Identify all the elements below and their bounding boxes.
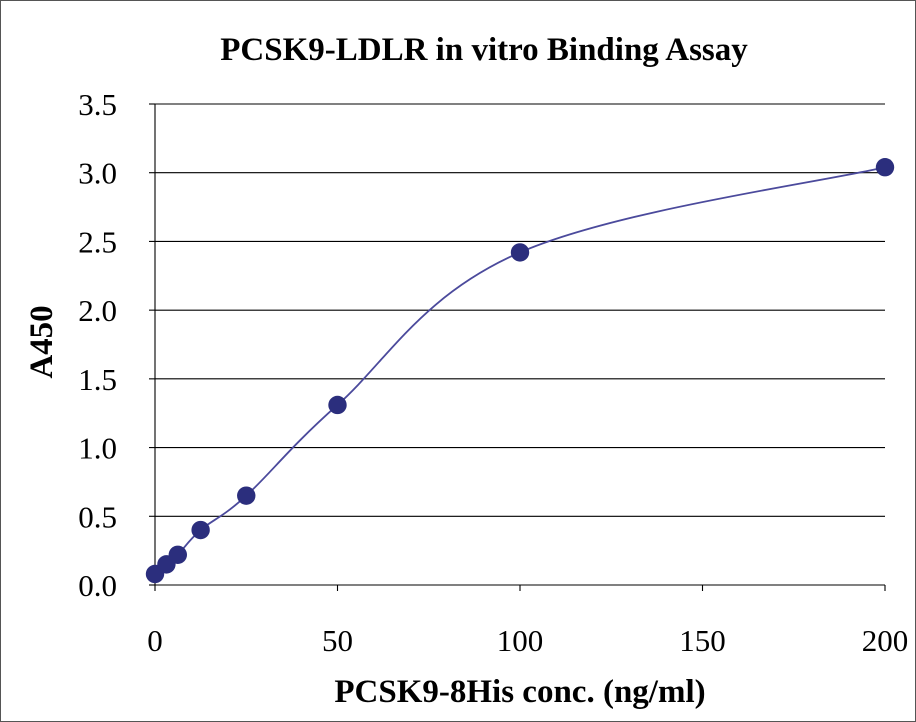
y-axis-label: A450 — [24, 305, 60, 378]
data-point — [191, 520, 210, 540]
x-tick-label: 200 — [862, 623, 909, 658]
x-tick-label: 0 — [147, 623, 163, 658]
y-tick-label: 0.0 — [78, 568, 117, 603]
data-point — [510, 243, 530, 262]
series-line — [154, 166, 886, 575]
x-axis-label: PCSK9-8His conc. (ng/ml) — [334, 674, 705, 710]
data-point — [875, 158, 895, 177]
data-point — [237, 486, 256, 505]
gridlines — [155, 103, 885, 517]
data-series — [145, 158, 895, 584]
data-point — [168, 545, 188, 564]
y-tick-label: 1.5 — [78, 362, 117, 397]
y-tick-label: 0.5 — [78, 499, 117, 534]
y-tick-label: 3.5 — [78, 87, 117, 122]
y-tick-label: 1.0 — [78, 431, 117, 466]
data-point — [328, 395, 347, 415]
y-tick-label: 2.5 — [78, 224, 117, 259]
x-tick-label: 150 — [679, 623, 726, 658]
x-tick-label: 100 — [497, 623, 544, 658]
y-tick-label: 3.0 — [78, 156, 117, 191]
x-tick-label: 50 — [322, 623, 353, 658]
tick-labels: 0.0 0.5 1.0 1.5 2.0 2.5 3.0 3.5 0 50 100 150 200 — [78, 87, 908, 658]
axes — [149, 103, 886, 591]
y-tick-label: 2.0 — [78, 293, 117, 328]
chart-title: PCSK9-LDLR in vitro Binding Assay — [220, 32, 748, 68]
